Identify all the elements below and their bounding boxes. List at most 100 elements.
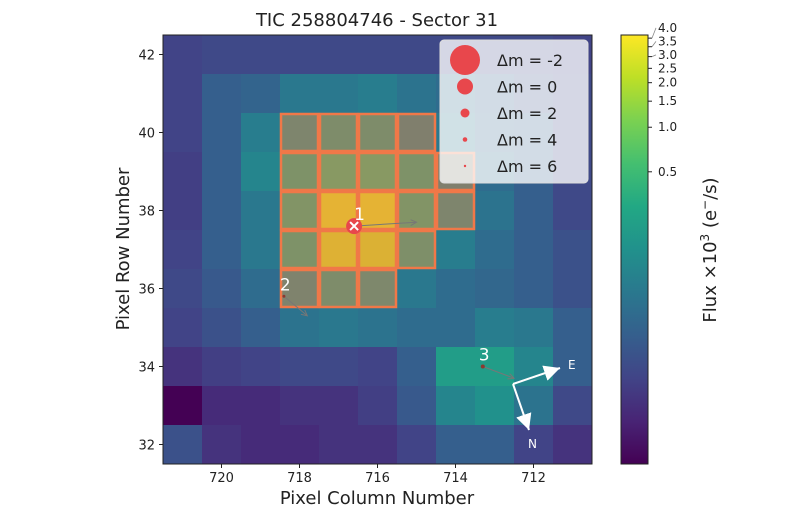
star-marker[interactable] [282, 294, 286, 298]
heatmap-cell [358, 152, 398, 192]
heatmap-cell [397, 152, 437, 192]
x-tick-label: 718 [287, 471, 312, 486]
legend-marker [460, 108, 470, 118]
x-tick-label: 714 [443, 471, 468, 486]
heatmap-cell [280, 347, 320, 387]
heatmap-cell [202, 74, 242, 114]
heatmap-cell [202, 308, 242, 348]
heatmap-cell [280, 308, 320, 348]
heatmap-cell [475, 386, 515, 426]
heatmap-cell [397, 269, 437, 309]
heatmap-cell [241, 425, 281, 464]
colorbar-tick-label: 3.0 [658, 48, 677, 62]
heatmap-cell [358, 269, 398, 309]
y-tick-label: 38 [138, 205, 155, 220]
proper-motion-arrow [354, 222, 416, 227]
heatmap-cell [319, 113, 359, 153]
heatmap-cell [202, 113, 242, 153]
heatmap-cell [397, 230, 437, 270]
legend-label: Δm = 0 [497, 78, 557, 97]
legend: Δm = -2 Δm = 0 Δm = 2 Δm = 4 Δm = 6 [439, 39, 589, 184]
aperture-pixel [357, 229, 398, 270]
heatmap-cell [553, 191, 592, 231]
x-axis: 720 718 716 714 712 [209, 464, 546, 486]
colorbar-tick-label: 1.5 [658, 94, 677, 108]
y-tick-label: 42 [138, 49, 155, 64]
heatmap-cell [397, 308, 437, 348]
heatmap-cell [202, 425, 242, 464]
y-tick-label: 40 [138, 127, 155, 142]
compass-east-label: E [568, 358, 576, 372]
heatmap-cell [241, 386, 281, 426]
heatmap-cell [280, 425, 320, 464]
heatmap-cell [553, 386, 592, 426]
heatmap-cell [319, 35, 359, 75]
star-marker[interactable] [480, 364, 485, 369]
y-axis-label: Pixel Row Number [113, 167, 134, 330]
aperture-pixel [279, 151, 320, 192]
heatmap-cell [163, 347, 203, 387]
heatmap-cell [553, 230, 592, 270]
heatmap-cell [358, 113, 398, 153]
colorbar-ticks: 0.5 1.0 1.5 2.02.53.03.54.0 [648, 21, 677, 179]
heatmap-cell [475, 191, 515, 231]
aperture-pixel [357, 190, 398, 231]
heatmap-cell [280, 191, 320, 231]
heatmap-cell [358, 308, 398, 348]
aperture-pixel [396, 151, 437, 192]
heatmap-cell [280, 386, 320, 426]
heatmap-cell [163, 191, 203, 231]
aperture-pixel [435, 190, 476, 231]
heatmap-cell [163, 230, 203, 270]
heatmap-cell [514, 191, 554, 231]
heatmap-cell [436, 308, 476, 348]
heatmap-cell [319, 425, 359, 464]
heatmap-cell [202, 191, 242, 231]
heatmap-cell [319, 386, 359, 426]
heatmap-cell [163, 386, 203, 426]
y-axis: 42 40 38 36 34 32 [138, 49, 163, 454]
heatmap-cell [280, 269, 320, 309]
compass-north-arrow [512, 383, 532, 431]
y-tick-label: 34 [138, 361, 155, 376]
aperture-pixel [318, 151, 359, 192]
heatmap-cell [202, 35, 242, 75]
legend-marker [457, 78, 473, 95]
heatmap-cell [319, 347, 359, 387]
heatmap-cell [280, 74, 320, 114]
heatmap-cell [280, 152, 320, 192]
heatmap-cell [397, 386, 437, 426]
proper-motion-arrow [482, 366, 514, 379]
heatmap-cell [202, 230, 242, 270]
aperture-pixel [279, 268, 320, 309]
x-tick-label: 720 [209, 471, 234, 486]
heatmap-cell [280, 230, 320, 270]
compass: E N [512, 358, 576, 451]
legend-marker [462, 137, 468, 142]
heatmap-cell [163, 269, 203, 309]
heatmap-cell [319, 269, 359, 309]
heatmap-cell [241, 35, 281, 75]
heatmap-cell [358, 74, 398, 114]
heatmap-cell [280, 113, 320, 153]
heatmap-cell [163, 74, 203, 114]
stars-layer: 1 2 3 [280, 205, 514, 378]
heatmap-cell [358, 386, 398, 426]
aperture-pixel [396, 229, 437, 270]
compass-north-label: N [528, 437, 537, 451]
heatmap-cell [397, 347, 437, 387]
heatmap-cell [241, 74, 281, 114]
legend-label: Δm = 6 [497, 157, 557, 176]
heatmap-cell [436, 230, 476, 270]
heatmap-cell [241, 269, 281, 309]
colorbar-tick-label: 1.0 [658, 120, 677, 134]
legend-marker [450, 45, 480, 75]
heatmap-cell [241, 308, 281, 348]
heatmap-cell [358, 230, 398, 270]
colorbar [620, 34, 649, 465]
heatmap-cell [319, 308, 359, 348]
heatmap-cell [436, 191, 476, 231]
heatmap-cell [397, 113, 437, 153]
star-label: 1 [354, 205, 365, 225]
